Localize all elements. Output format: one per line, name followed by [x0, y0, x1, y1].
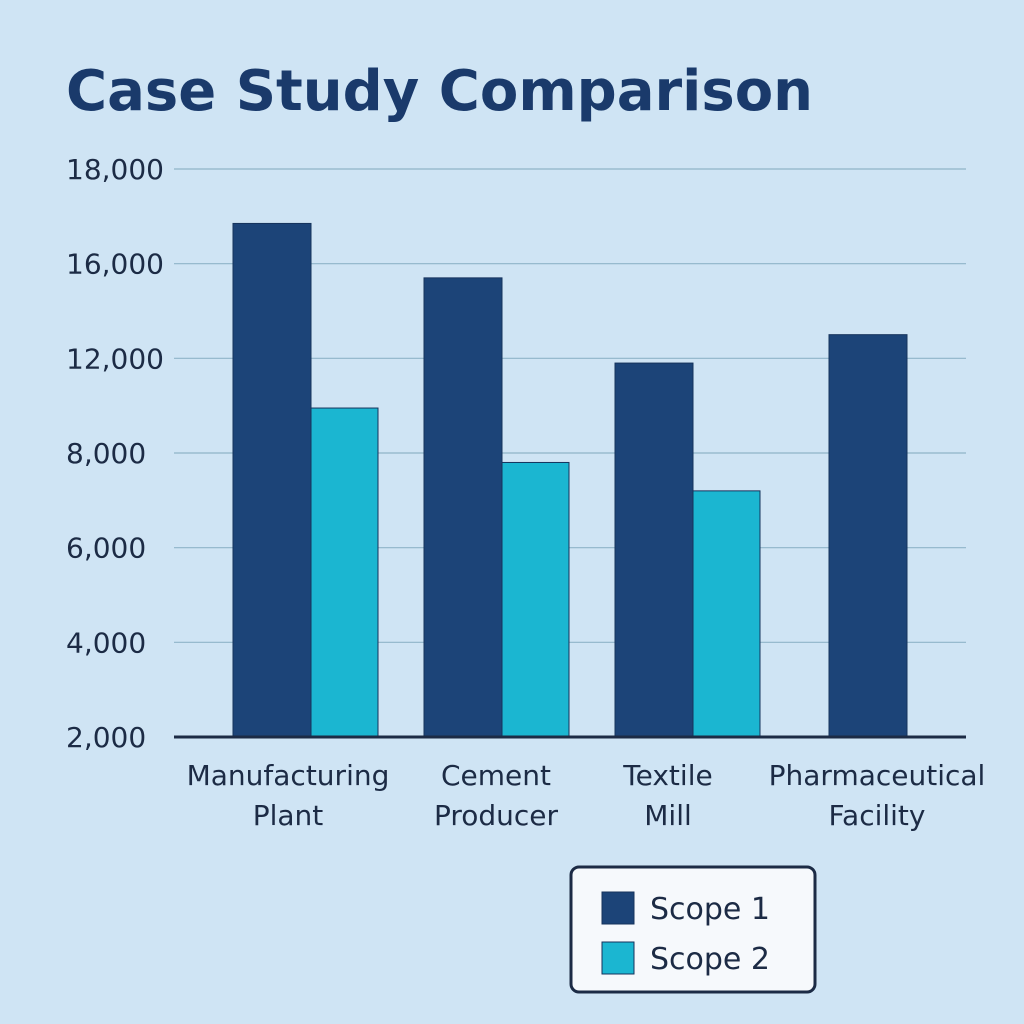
- chart-title: Case Study Comparison: [66, 59, 813, 124]
- legend-swatch-scope2: [601, 941, 635, 975]
- legend-label-scope2: Scope 2: [650, 942, 770, 977]
- y-tick-label: 6,000: [66, 532, 146, 565]
- x-tick-label: Plant: [253, 799, 324, 832]
- y-tick-label: 4,000: [66, 626, 146, 659]
- y-axis-ticks: 2,000 4,000 6,000 8,000 12,000 16,000 18,000: [66, 153, 164, 754]
- y-tick-label: 16,000: [66, 248, 164, 281]
- x-tick-label: Pharmaceutical: [769, 759, 986, 792]
- y-tick-label: 2,000: [66, 721, 146, 754]
- x-tick-label: Cement: [441, 759, 551, 792]
- x-tick-label: Facility: [829, 799, 926, 832]
- y-tick-label: 8,000: [66, 437, 146, 470]
- bar-scope2: [501, 461, 570, 738]
- bar-scope2: [692, 490, 761, 738]
- x-tick-label: Textile: [622, 759, 712, 792]
- x-tick-label: Manufacturing: [187, 759, 390, 792]
- x-tick-label: Mill: [644, 799, 692, 832]
- x-tick-label: Producer: [434, 799, 559, 832]
- x-axis-labels: Manufacturing Plant Cement Producer Textile M…: [187, 759, 986, 832]
- legend-swatch-scope1: [601, 891, 635, 925]
- bar-scope1: [614, 362, 694, 738]
- bars: [232, 222, 908, 738]
- bar-scope1: [423, 277, 503, 738]
- legend-label-scope1: Scope 1: [650, 892, 770, 927]
- y-tick-label: 18,000: [66, 153, 164, 186]
- bar-scope1: [232, 222, 312, 738]
- bar-scope1: [828, 334, 908, 738]
- y-tick-label: 12,000: [66, 342, 164, 375]
- bar-scope2: [310, 407, 379, 738]
- legend: Scope 1 Scope 2: [569, 865, 817, 994]
